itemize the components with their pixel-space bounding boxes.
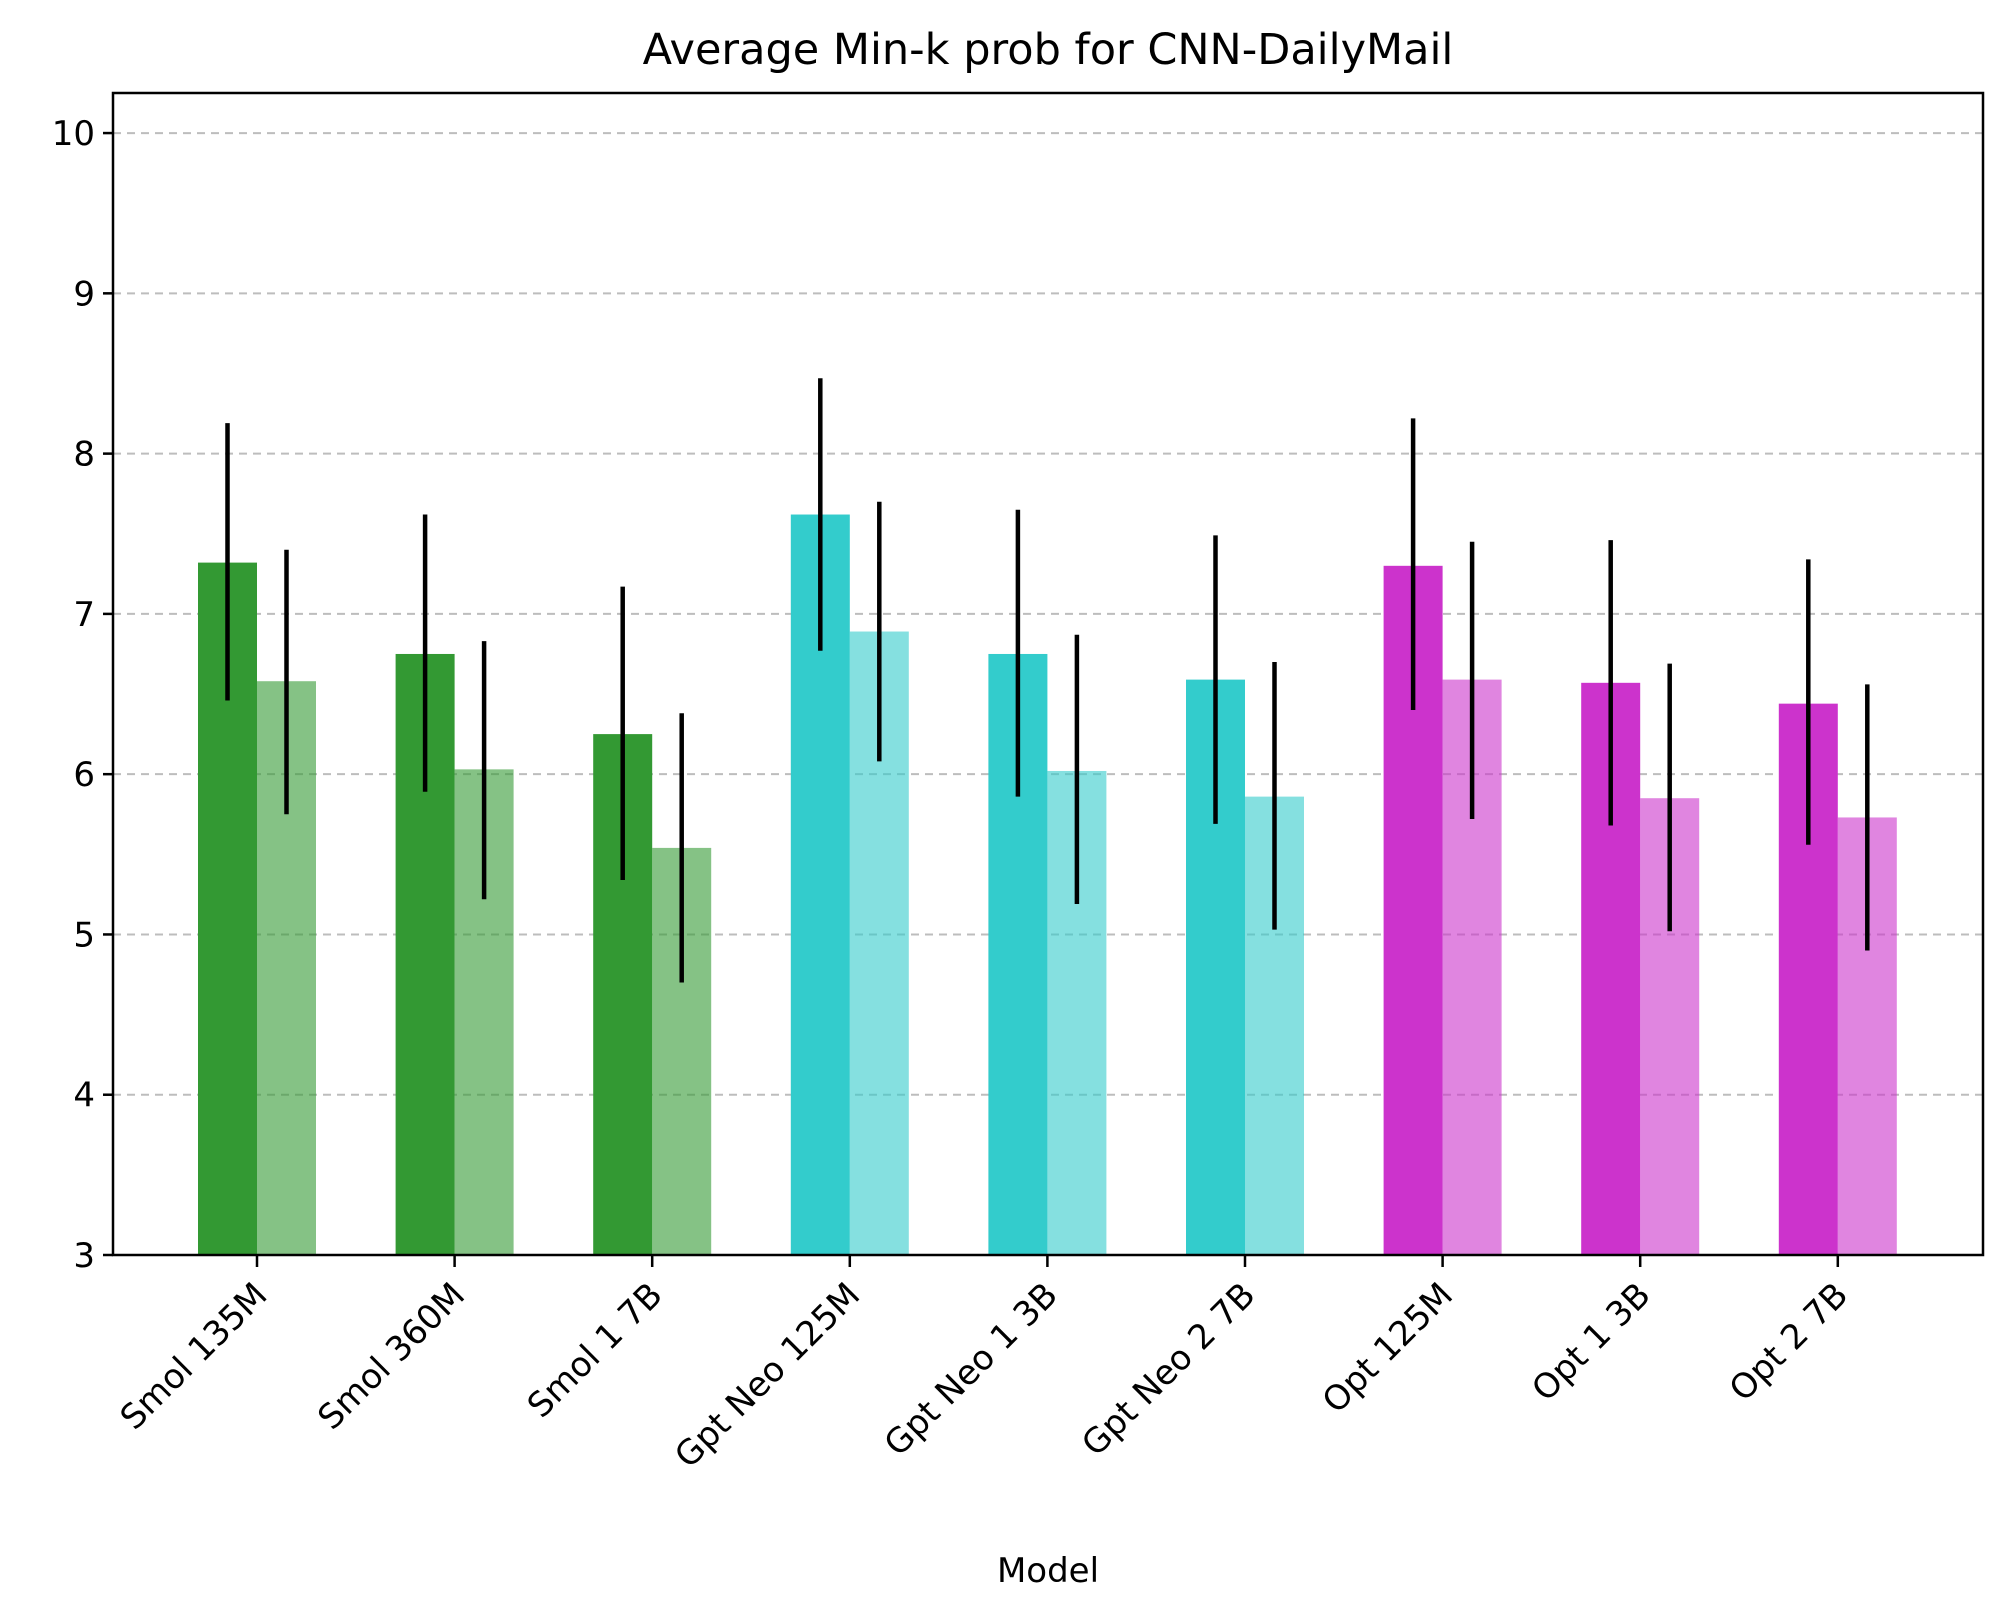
error-bars bbox=[225, 378, 1870, 983]
y-axis-ticks: 3 4 5 6 7 8 9 10 bbox=[52, 114, 113, 1276]
x-tick-label: Opt 125M bbox=[1315, 1275, 1461, 1421]
x-tick-label: Gpt Neo 125M bbox=[667, 1275, 868, 1476]
y-tick-label: 5 bbox=[73, 915, 95, 955]
y-tick-label: 6 bbox=[73, 755, 95, 795]
x-tick-label: Smol 135M bbox=[113, 1275, 276, 1438]
bars bbox=[198, 514, 1897, 1255]
y-tick-label: 7 bbox=[73, 595, 95, 635]
y-tick-label: 8 bbox=[73, 435, 95, 475]
y-tick-label: 10 bbox=[52, 114, 95, 154]
y-tick-label: 3 bbox=[73, 1236, 95, 1276]
y-tick-label: 9 bbox=[73, 274, 95, 314]
x-tick-label: Smol 1 7B bbox=[520, 1275, 671, 1426]
x-tick-label: Opt 1 3B bbox=[1524, 1275, 1658, 1409]
x-tick-label: Smol 360M bbox=[310, 1275, 473, 1438]
x-axis-label: Model bbox=[997, 1551, 1099, 1591]
y-tick-label: 4 bbox=[73, 1076, 95, 1116]
x-tick-label: Gpt Neo 1 3B bbox=[877, 1275, 1066, 1464]
x-tick-label: Opt 2 7B bbox=[1722, 1275, 1856, 1409]
x-tick-label: Gpt Neo 2 7B bbox=[1074, 1275, 1263, 1464]
chart-title: Average Min-k prob for CNN-DailyMail bbox=[643, 25, 1454, 75]
